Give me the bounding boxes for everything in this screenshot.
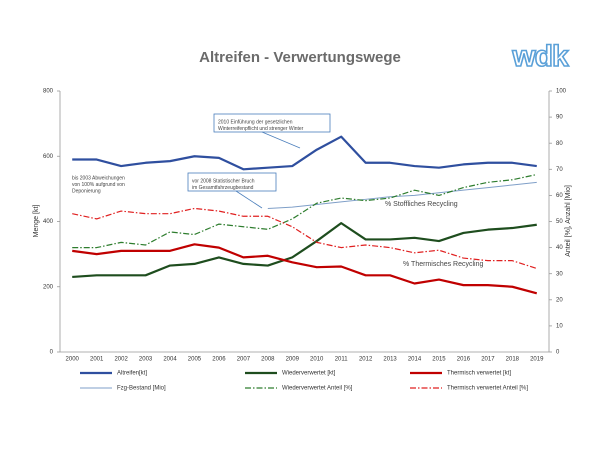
y-tick-label: 800 <box>43 89 54 95</box>
annotation: Winterreifenpflicht und strenger Winter <box>218 126 304 132</box>
y-tick-label: 200 <box>43 284 54 290</box>
annotation: vor 2008 Statistischer Bruch <box>192 178 255 184</box>
legend-label: Thermisch verwertet Anteil [%] <box>447 386 528 392</box>
y-tick-label: 400 <box>43 219 54 225</box>
y2-tick-label: 0 <box>556 350 560 356</box>
annotation: % Stoffliches Recycling <box>385 201 458 208</box>
y2-tick-label: 50 <box>556 219 563 225</box>
annotation: % Thermisches Recycling <box>403 261 484 268</box>
y2-axis-label: Anteil [%], Anzahl [Mio] <box>565 185 572 257</box>
series-line <box>72 243 538 295</box>
x-tick-label: 2015 <box>432 357 446 363</box>
annotation: Deponierung <box>72 188 101 194</box>
y2-tick-label: 30 <box>556 271 563 277</box>
y2-tick-label: 10 <box>556 323 563 329</box>
x-tick-label: 2000 <box>66 357 80 363</box>
x-tick-label: 2009 <box>286 357 300 363</box>
annotation: bis 2003 Abweichungen <box>72 175 125 181</box>
x-tick-label: 2004 <box>163 357 177 363</box>
callout-box <box>187 172 277 192</box>
x-tick-label: 2002 <box>114 357 128 363</box>
legend-label: Altreifen[kt] <box>117 371 147 377</box>
series-line <box>72 173 537 249</box>
callout-box <box>213 113 331 133</box>
y2-tick-label: 40 <box>556 245 563 251</box>
y2-tick-label: 20 <box>556 297 563 303</box>
chart-title: Altreifen - Verwertungswege <box>199 49 401 66</box>
y2-tick-label: 80 <box>556 141 563 147</box>
y-axis-label: Menge [kt] <box>33 205 40 238</box>
legend-label: Wiederverwertet Anteil [%] <box>282 386 353 392</box>
y-tick-label: 600 <box>43 154 54 160</box>
x-tick-label: 2008 <box>261 357 275 363</box>
x-tick-label: 2016 <box>457 357 471 363</box>
x-tick-label: 2019 <box>530 357 544 363</box>
y2-tick-label: 70 <box>556 167 563 173</box>
series-line <box>267 181 537 209</box>
x-tick-label: 2018 <box>506 357 520 363</box>
annotation: von 100% aufgrund von <box>72 182 125 188</box>
x-tick-label: 2017 <box>481 357 495 363</box>
y2-tick-label: 100 <box>556 89 567 95</box>
x-tick-label: 2007 <box>237 357 251 363</box>
callout-pointer <box>261 131 301 149</box>
x-tick-label: 2006 <box>212 357 226 363</box>
callout-pointer <box>235 190 263 209</box>
x-tick-label: 2012 <box>359 357 373 363</box>
y2-tick-label: 60 <box>556 193 563 199</box>
y-tick-label: 0 <box>50 350 54 356</box>
annotation: im Gesamtfahrzeugbestand <box>192 185 254 191</box>
x-tick-label: 2003 <box>139 357 153 363</box>
logo: wdk <box>511 40 569 73</box>
series-line <box>72 222 537 279</box>
series-line <box>72 135 537 171</box>
x-tick-label: 2001 <box>90 357 104 363</box>
series-line <box>72 207 537 270</box>
legend-label: Fzg-Bestand [Mio] <box>117 386 166 392</box>
y2-tick-label: 90 <box>556 115 563 121</box>
annotation: 2010 Einführung der gesetzlichen <box>218 119 293 125</box>
x-tick-label: 2011 <box>335 357 349 363</box>
x-tick-label: 2013 <box>383 357 397 363</box>
legend-label: Wiederverwertet [kt] <box>282 371 336 377</box>
x-tick-label: 2010 <box>310 357 324 363</box>
x-tick-label: 2005 <box>188 357 202 363</box>
x-tick-label: 2014 <box>408 357 422 363</box>
legend-label: Thermisch verwertet [kt] <box>447 371 511 377</box>
